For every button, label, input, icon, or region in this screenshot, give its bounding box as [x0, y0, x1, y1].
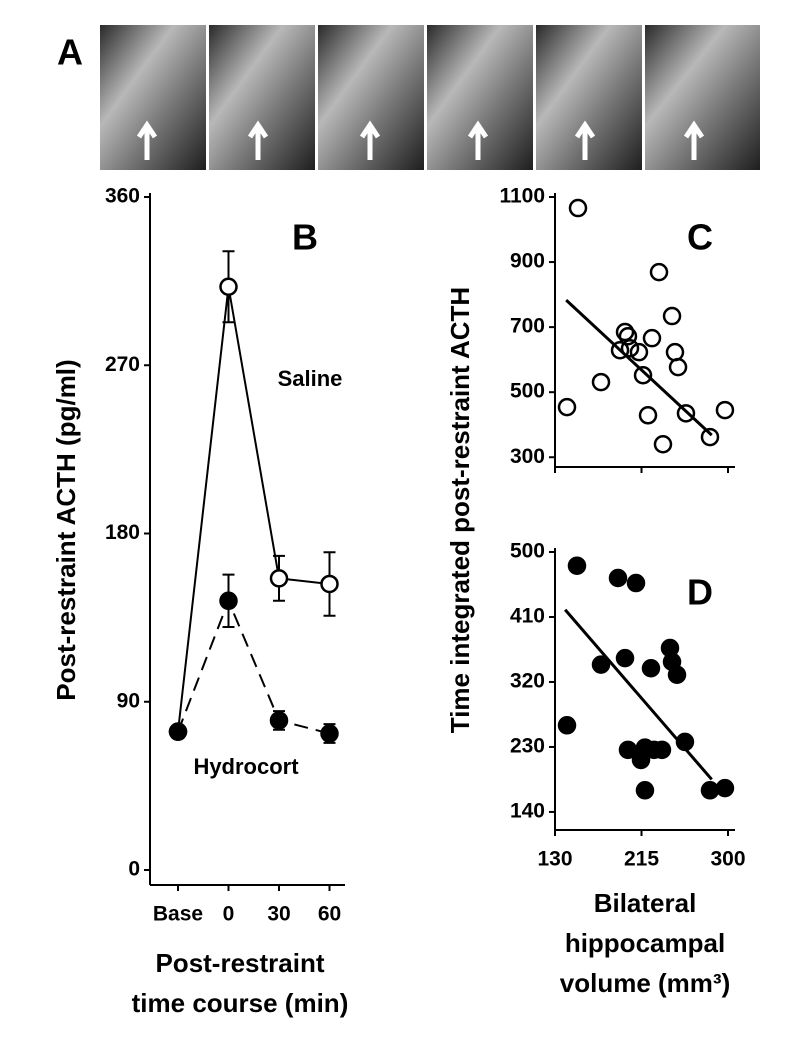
mri-tile — [536, 25, 642, 170]
mri-tile — [100, 25, 206, 170]
point — [700, 427, 720, 447]
y-tick-label: 270 — [105, 353, 140, 376]
point — [668, 357, 688, 377]
mri-tile — [645, 25, 760, 170]
point — [635, 781, 655, 800]
series-label: Hydrocort — [193, 754, 299, 779]
x-axis-label: volume (mm³) — [560, 968, 730, 998]
marker — [320, 724, 339, 743]
point — [649, 262, 669, 282]
panel-label: B — [292, 217, 318, 258]
marker — [219, 591, 238, 611]
point — [629, 342, 649, 362]
x-tick-label: 215 — [624, 848, 659, 871]
y-tick-label: 0 — [128, 858, 140, 881]
point — [715, 400, 735, 420]
y-tick-label: 300 — [510, 445, 545, 468]
y-tick-label: 1100 — [499, 185, 545, 208]
x-tick-label: 0 — [223, 903, 235, 926]
x-axis-label: Bilateral — [594, 888, 697, 918]
point — [662, 306, 682, 326]
point — [626, 573, 646, 593]
x-axis-label: time course (min) — [132, 988, 349, 1018]
fit-line — [564, 608, 713, 781]
point — [615, 648, 635, 668]
y-tick-label: 410 — [510, 605, 545, 628]
point — [557, 716, 577, 735]
y-tick-label: 180 — [105, 521, 140, 544]
marker — [269, 569, 289, 588]
panel-label: A — [57, 32, 83, 73]
y-tick-label: 700 — [510, 315, 545, 338]
y-tick-label: 500 — [510, 540, 545, 563]
y-tick-label: 230 — [510, 735, 545, 758]
y-axis-label: Post-restraint ACTH (pg/ml) — [51, 359, 81, 700]
point — [567, 556, 587, 575]
series-label: Saline — [278, 366, 343, 391]
marker — [320, 574, 339, 594]
point — [700, 781, 720, 800]
point — [557, 397, 577, 417]
point — [715, 778, 735, 798]
point — [676, 404, 696, 423]
y-tick-label: 320 — [510, 670, 545, 693]
point — [652, 740, 672, 760]
mri-tile — [427, 25, 533, 170]
x-tick-label: 300 — [710, 848, 745, 871]
point — [568, 198, 588, 218]
point — [618, 740, 638, 760]
point — [610, 340, 630, 360]
y-tick-label: 900 — [510, 250, 545, 273]
x-axis-label: hippocampal — [565, 928, 725, 958]
point — [633, 366, 653, 385]
point — [641, 659, 661, 678]
point — [618, 326, 638, 346]
marker — [269, 711, 289, 730]
marker — [168, 722, 188, 741]
panel-label: C — [687, 217, 713, 258]
point — [642, 328, 662, 348]
panel-label: D — [687, 572, 713, 613]
mri-tile — [318, 25, 424, 170]
point — [620, 339, 640, 358]
series-line — [177, 598, 330, 735]
y-axis-label: Time integrated post-restraint ACTH — [445, 287, 475, 733]
y-tick-label: 90 — [117, 689, 140, 712]
point — [667, 665, 687, 685]
series-line — [177, 286, 330, 732]
x-tick-label: 130 — [537, 848, 572, 871]
point — [653, 434, 673, 454]
mri-strip — [100, 25, 760, 170]
point — [608, 568, 628, 588]
x-tick-label: 30 — [267, 903, 290, 926]
point — [591, 655, 611, 674]
point — [665, 342, 685, 362]
y-tick-label: 500 — [510, 380, 545, 403]
x-axis-label: Post-restraint — [155, 948, 324, 978]
marker — [219, 277, 238, 296]
x-tick-label: 60 — [318, 903, 341, 926]
point — [615, 322, 635, 342]
point — [591, 372, 611, 392]
point — [638, 406, 658, 425]
y-tick-label: 140 — [510, 799, 545, 822]
x-tick-label: Base — [153, 903, 203, 926]
y-tick-label: 360 — [105, 185, 140, 208]
mri-tile — [209, 25, 315, 170]
point — [675, 732, 695, 752]
